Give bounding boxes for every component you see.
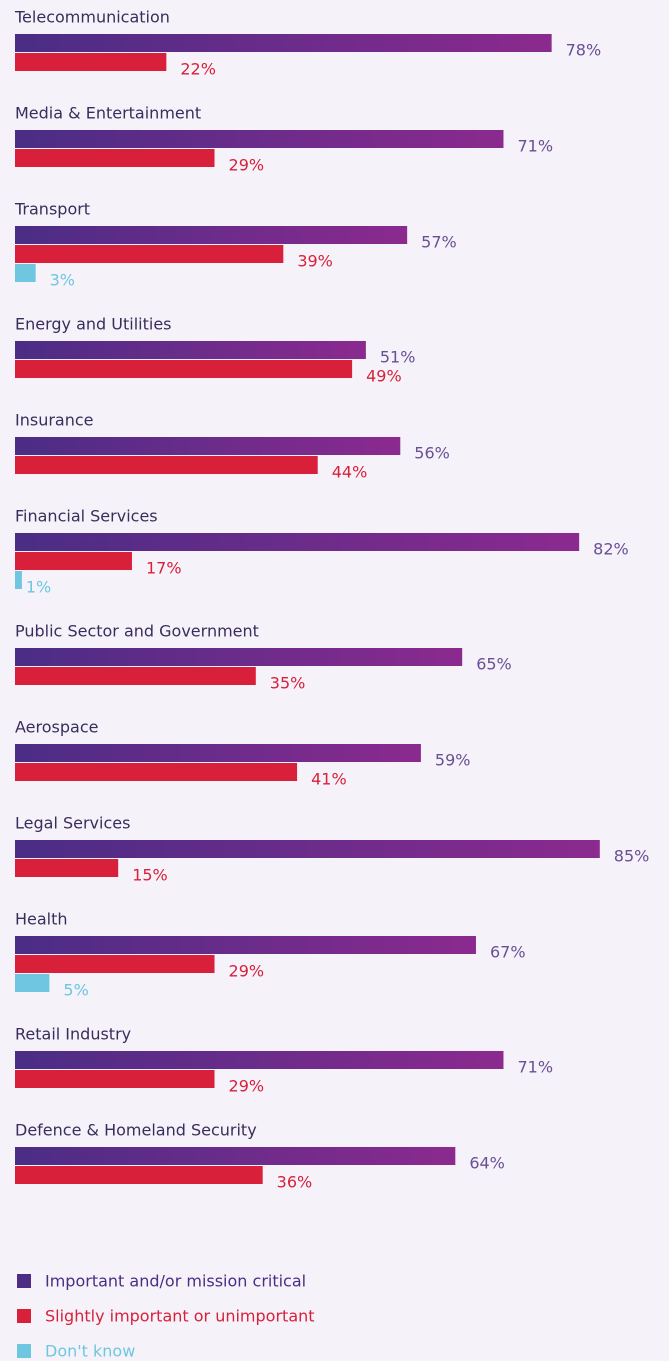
category-label: Transport: [14, 200, 90, 219]
bar: [15, 1051, 504, 1069]
value-label: 35%: [270, 674, 306, 693]
bar: [15, 859, 119, 877]
category-label: Telecommunication: [14, 8, 170, 27]
value-label: 85%: [614, 847, 650, 866]
bar: [15, 744, 421, 762]
value-label: 57%: [421, 233, 457, 252]
value-label: 51%: [380, 348, 416, 367]
bar: [15, 974, 50, 992]
value-label: 3%: [50, 271, 75, 290]
legend-label: Slightly important or unimportant: [45, 1307, 315, 1326]
bar: [15, 360, 353, 378]
value-label: 82%: [593, 540, 629, 559]
legend-swatch: [17, 1274, 31, 1288]
value-label: 15%: [132, 866, 168, 885]
legend-label: Important and/or mission critical: [45, 1272, 306, 1291]
bar: [15, 130, 504, 148]
value-label: 71%: [517, 1058, 553, 1077]
bar: [15, 226, 408, 244]
bar: [15, 437, 401, 455]
value-label: 29%: [229, 1077, 265, 1096]
value-label: 29%: [229, 156, 265, 175]
bar: [15, 264, 36, 282]
value-label: 59%: [435, 751, 471, 770]
legend-label: Don't know: [45, 1342, 135, 1361]
category-label: Retail Industry: [15, 1025, 131, 1044]
bar: [15, 456, 318, 474]
category-label: Legal Services: [15, 814, 130, 833]
bar: [15, 34, 552, 52]
category-label: Media & Entertainment: [15, 104, 201, 123]
value-label: 1%: [26, 578, 51, 597]
value-label: 78%: [566, 41, 602, 60]
bar: [15, 1147, 456, 1165]
bar: [15, 1070, 215, 1088]
bar: [15, 955, 215, 973]
value-label: 39%: [297, 252, 333, 271]
bar: [15, 648, 463, 666]
bar: [15, 571, 22, 589]
bar: [15, 53, 167, 71]
value-label: 65%: [476, 655, 512, 674]
value-label: 41%: [311, 770, 347, 789]
value-label: 64%: [469, 1154, 505, 1173]
category-label: Health: [15, 910, 68, 929]
bar: [15, 552, 132, 570]
category-label: Public Sector and Government: [15, 622, 259, 641]
legend-swatch: [17, 1309, 31, 1323]
value-label: 17%: [146, 559, 182, 578]
value-label: 29%: [229, 962, 265, 981]
value-label: 56%: [414, 444, 450, 463]
value-label: 71%: [517, 137, 553, 156]
value-label: 22%: [180, 60, 216, 79]
category-label: Defence & Homeland Security: [15, 1121, 257, 1140]
bar: [15, 245, 284, 263]
category-label: Aerospace: [15, 718, 98, 737]
bar: [15, 936, 476, 954]
legend-swatch: [17, 1344, 31, 1358]
category-label: Energy and Utilities: [15, 315, 172, 334]
value-label: 49%: [366, 367, 402, 386]
bar: [15, 840, 600, 858]
value-label: 5%: [63, 981, 88, 1000]
category-label: Financial Services: [15, 507, 158, 526]
bar: [15, 763, 298, 781]
bar: [15, 1166, 263, 1184]
bar: [15, 667, 256, 685]
value-label: 44%: [332, 463, 368, 482]
bar: [15, 341, 366, 359]
bar: [15, 149, 215, 167]
category-label: Insurance: [15, 411, 94, 430]
bar: [15, 533, 580, 551]
value-label: 36%: [277, 1173, 313, 1192]
value-label: 67%: [490, 943, 526, 962]
